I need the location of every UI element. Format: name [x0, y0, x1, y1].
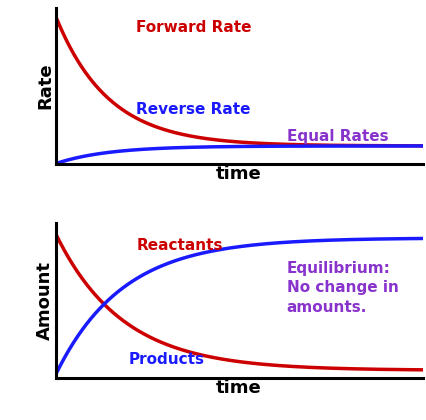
Y-axis label: Amount: Amount	[36, 261, 54, 340]
Text: Products: Products	[129, 352, 204, 367]
Text: Reactants: Reactants	[136, 239, 222, 254]
Text: Equal Rates: Equal Rates	[286, 129, 388, 144]
Text: Forward Rate: Forward Rate	[136, 20, 251, 34]
X-axis label: time: time	[216, 379, 262, 397]
Y-axis label: Rate: Rate	[36, 63, 54, 109]
X-axis label: time: time	[216, 165, 262, 183]
Text: Equilibrium:
No change in
amounts.: Equilibrium: No change in amounts.	[286, 261, 398, 315]
Text: Reverse Rate: Reverse Rate	[136, 102, 250, 117]
